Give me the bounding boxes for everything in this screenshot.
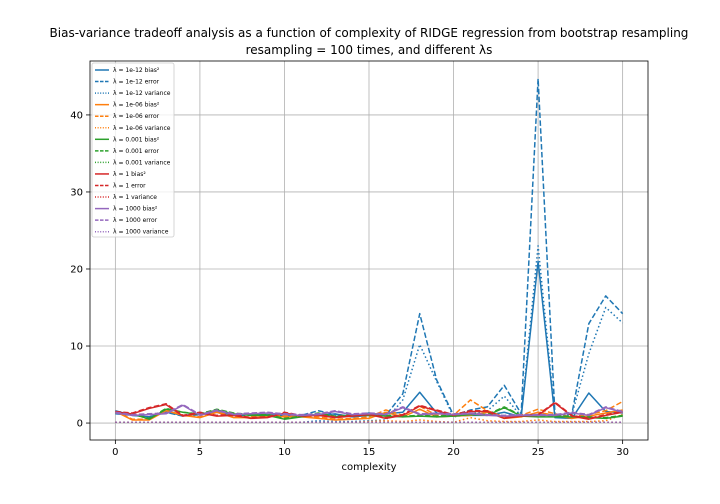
legend-entry: λ = 0.001 variance bbox=[113, 159, 171, 166]
legend-entry: λ = 1e-06 variance bbox=[113, 125, 171, 132]
legend-entry: λ = 1e-12 variance bbox=[113, 90, 171, 97]
x-tick-label: 10 bbox=[278, 447, 291, 458]
series-line-lambda-1000-error bbox=[115, 403, 623, 417]
legend-entry: λ = 1 variance bbox=[113, 194, 157, 201]
legend-entry: λ = 1 error bbox=[113, 183, 146, 190]
x-axis-label: complexity bbox=[342, 462, 397, 473]
chart-title-line2: resampling = 100 times, and different λs bbox=[246, 43, 493, 57]
legend-entry: λ = 1000 variance bbox=[113, 229, 169, 236]
series-line-lambda-1000-bias2 bbox=[115, 404, 623, 417]
y-tick-label: 20 bbox=[70, 264, 83, 275]
legend-entry: λ = 0.001 bias² bbox=[113, 136, 160, 143]
chart-title-line1: Bias-variance tradeoff analysis as a fun… bbox=[50, 26, 689, 40]
x-tick-label: 20 bbox=[447, 447, 460, 458]
x-tick-label: 15 bbox=[363, 447, 376, 458]
ticks: 0 5 10 15 20 25 30 0 10 20 30 40 bbox=[70, 110, 629, 458]
series-line-lambda-1e-06-bias2 bbox=[115, 408, 623, 421]
legend-entry: λ = 1e-06 bias² bbox=[113, 102, 160, 109]
series-line-lambda-1e-06-error bbox=[115, 399, 623, 420]
legend-box bbox=[91, 62, 175, 238]
grid bbox=[90, 61, 648, 440]
legend-entry: λ = 1e-12 error bbox=[113, 79, 160, 86]
y-tick-label: 30 bbox=[70, 187, 83, 198]
x-tick-label: 0 bbox=[112, 447, 118, 458]
x-tick-label: 30 bbox=[616, 447, 629, 458]
x-tick-label: 25 bbox=[532, 447, 545, 458]
y-tick-label: 40 bbox=[70, 110, 83, 121]
legend-entry: λ = 0.001 error bbox=[113, 148, 160, 155]
legend-entry: λ = 1 bias² bbox=[113, 171, 146, 178]
legend-entry: λ = 1000 bias² bbox=[113, 206, 158, 213]
legend-entry: λ = 1e-12 bias² bbox=[113, 67, 160, 74]
x-tick-label: 5 bbox=[197, 447, 203, 458]
legend: λ = 1e-12 bias² λ = 1e-12 error λ = 1e-12 … bbox=[91, 62, 175, 238]
legend-entry: λ = 1e-06 error bbox=[113, 113, 160, 120]
series-group bbox=[115, 77, 624, 424]
legend-entry: λ = 1000 error bbox=[113, 217, 158, 224]
series-line-lambda-1e-12-error bbox=[115, 77, 624, 418]
y-tick-label: 0 bbox=[77, 419, 83, 430]
y-tick-label: 10 bbox=[70, 342, 83, 353]
series-line-lambda-1-error bbox=[115, 401, 623, 420]
